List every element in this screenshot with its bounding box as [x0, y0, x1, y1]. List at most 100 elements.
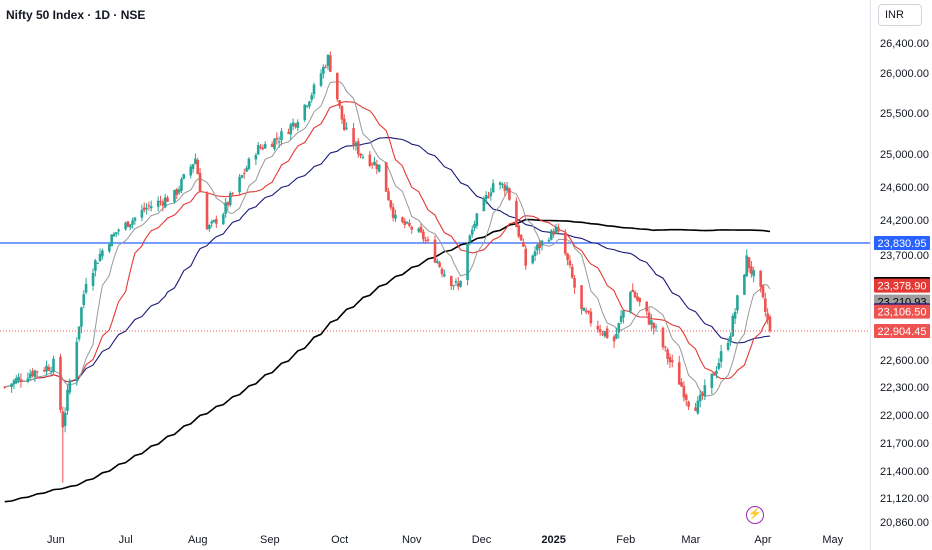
candle-body	[338, 100, 341, 106]
candle	[645, 301, 648, 316]
candle	[452, 284, 455, 290]
candle	[101, 248, 104, 260]
price-label-text: 22,904.45	[878, 326, 927, 338]
candle-body	[501, 183, 504, 185]
candle	[259, 143, 262, 150]
candle	[247, 157, 251, 171]
candle-body	[519, 235, 523, 241]
candle-body	[296, 122, 300, 128]
candle-body	[112, 233, 116, 237]
candle	[226, 201, 230, 210]
candle	[212, 219, 216, 223]
candle	[547, 237, 551, 243]
candle-body	[215, 218, 218, 224]
y-tick-label: 21,400.00	[880, 466, 929, 478]
candle-body	[487, 196, 490, 198]
candle	[710, 373, 714, 394]
candle	[515, 197, 518, 228]
candle-body	[438, 262, 441, 267]
candle-body	[124, 222, 127, 230]
candle	[240, 174, 244, 179]
candle-body	[454, 281, 458, 283]
candle-body	[254, 155, 258, 160]
candle-body	[175, 189, 179, 195]
candle	[322, 64, 325, 79]
candle-body	[205, 193, 209, 230]
candle-body	[645, 301, 648, 312]
candle-body	[194, 158, 197, 164]
candle	[550, 229, 553, 241]
candle	[66, 385, 69, 416]
candle-body	[47, 367, 51, 371]
candle	[736, 294, 739, 314]
candle-body	[538, 242, 541, 249]
candle	[766, 308, 769, 325]
ma-10-line	[4, 81, 771, 397]
candle	[61, 406, 65, 483]
y-tick-label: 25,500.00	[880, 108, 929, 120]
price-label-bg	[874, 323, 930, 338]
candle-body	[584, 310, 588, 313]
y-tick-label: 25,000.00	[880, 149, 929, 161]
candle-body	[387, 191, 390, 201]
candle	[63, 407, 67, 433]
candle-body	[84, 283, 88, 293]
candle-body	[319, 73, 323, 86]
candle	[389, 199, 393, 211]
candle-body	[210, 221, 213, 224]
candle	[273, 138, 276, 151]
candle	[731, 313, 735, 337]
candle-body	[128, 224, 132, 228]
candle	[94, 258, 97, 277]
candle-body	[533, 251, 537, 257]
candle	[270, 141, 274, 148]
candle-body	[289, 124, 293, 135]
candle-body	[28, 373, 32, 379]
candle	[387, 187, 390, 201]
y-tick-label: 22,600.00	[880, 355, 929, 367]
candle	[289, 122, 293, 140]
candle	[326, 54, 330, 71]
candle-body	[517, 225, 521, 237]
candle-body	[717, 363, 721, 369]
candle-body	[540, 240, 544, 246]
y-tick-label: 20,860.00	[880, 517, 929, 529]
candle	[715, 366, 718, 379]
candle	[563, 229, 567, 256]
candle-body	[101, 250, 104, 257]
currency-button[interactable]: INR	[878, 4, 922, 26]
candle	[440, 266, 444, 278]
x-tick-label: Apr	[754, 534, 771, 546]
x-axis: Jun Jul Aug Sep Oct Nov Dec 2025 Feb Mar Apr May	[47, 534, 844, 546]
candle	[533, 246, 537, 262]
candle	[505, 181, 509, 193]
candle	[419, 223, 423, 234]
candle-body	[554, 226, 558, 234]
candle-body	[405, 222, 409, 224]
candle-body	[677, 362, 681, 385]
ma-20-line	[4, 101, 771, 388]
candle	[145, 203, 148, 215]
candle-body	[456, 283, 460, 287]
candle	[354, 140, 358, 151]
candle-body	[729, 336, 732, 343]
candle-body	[647, 312, 651, 325]
candle	[238, 174, 241, 196]
candle	[373, 156, 376, 166]
candle-body	[324, 66, 327, 68]
candle	[126, 220, 130, 228]
candle	[761, 284, 765, 299]
candle-body	[698, 394, 702, 402]
candle-body	[91, 272, 95, 286]
candle-body	[222, 214, 225, 225]
lightning-icon[interactable]: ⚡	[746, 506, 764, 524]
candle	[468, 233, 472, 246]
candle-body	[622, 310, 625, 318]
candle	[368, 150, 372, 168]
candle	[403, 217, 407, 229]
candle-body	[401, 217, 404, 222]
candle	[377, 164, 381, 173]
candle	[275, 132, 279, 145]
candle-body	[633, 291, 637, 298]
